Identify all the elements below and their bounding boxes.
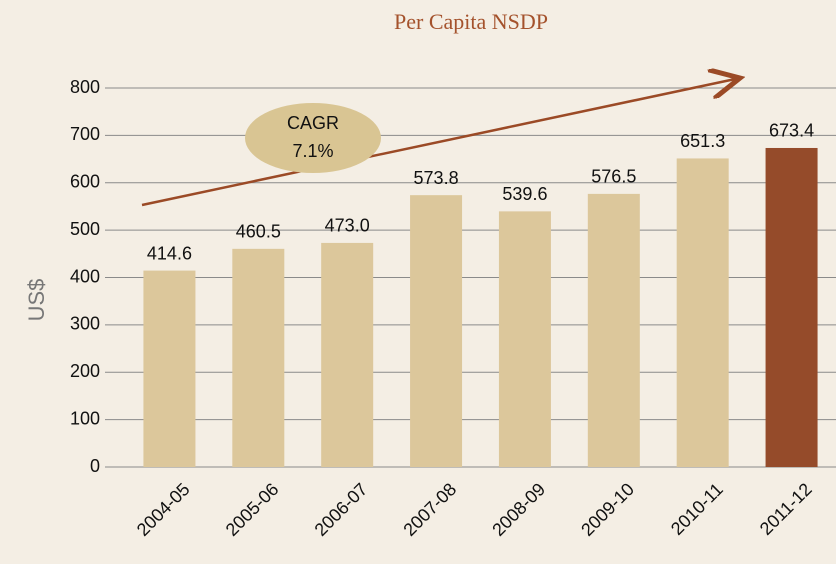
data-label: 673.4	[769, 121, 814, 141]
bar	[143, 270, 196, 467]
y-tick-label: 300	[70, 314, 100, 334]
annotation-text: 7.1%	[292, 141, 333, 161]
data-label: 576.5	[591, 167, 636, 187]
data-label: 539.6	[502, 184, 547, 204]
data-label: 460.5	[236, 222, 281, 242]
y-tick-label: 200	[70, 361, 100, 381]
data-label: 651.3	[680, 131, 725, 151]
y-tick-label: 800	[70, 77, 100, 97]
bar	[232, 248, 285, 467]
y-tick-label: 400	[70, 266, 100, 286]
bar	[498, 211, 551, 467]
y-tick-label: 700	[70, 124, 100, 144]
bar	[321, 242, 374, 467]
y-tick-label: 500	[70, 219, 100, 239]
data-label: 414.6	[147, 243, 192, 263]
bar	[587, 193, 640, 467]
cagr-bubble	[245, 103, 381, 173]
y-tick-label: 100	[70, 408, 100, 428]
trend-arrow	[141, 78, 740, 207]
annotation-title: CAGR	[287, 113, 339, 133]
bar	[676, 158, 729, 467]
y-axis-label: US$	[24, 279, 49, 322]
data-label: 473.0	[325, 216, 370, 236]
y-tick-label: 0	[90, 456, 100, 476]
chart-title: Per Capita NSDP	[394, 9, 548, 34]
y-tick-label: 600	[70, 172, 100, 192]
bar	[410, 195, 463, 468]
data-label: 573.8	[414, 168, 459, 188]
bar	[765, 147, 818, 467]
